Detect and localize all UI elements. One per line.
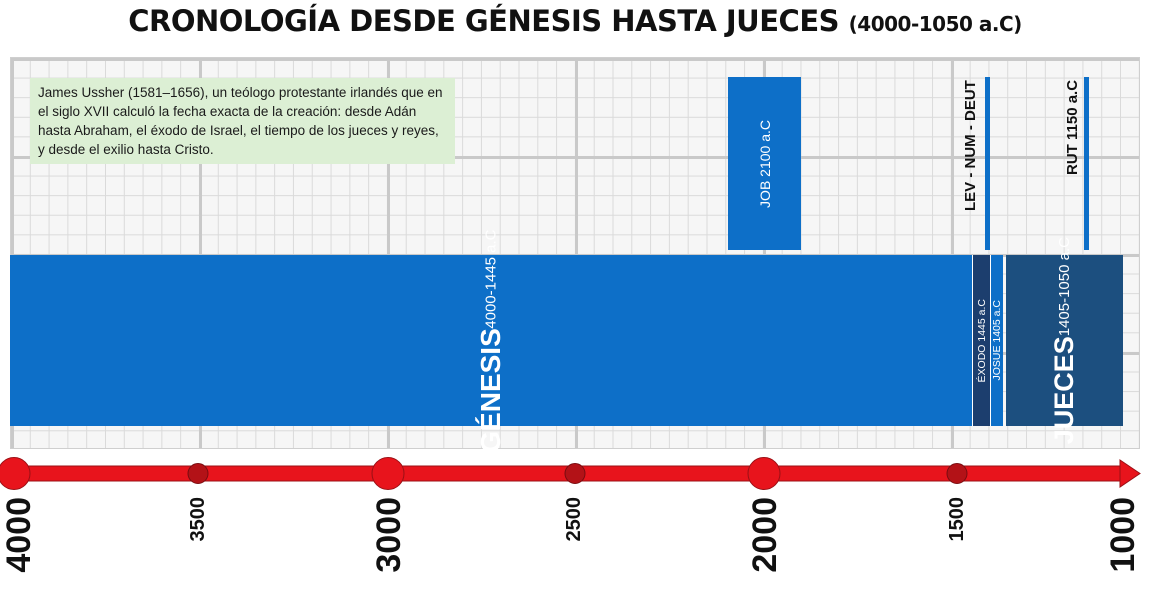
page-title: CRONOLOGÍA DESDE GÉNESIS HASTA JUECES (4…	[0, 4, 1150, 38]
timeline-node-3500	[187, 463, 209, 484]
timeline-axis	[0, 457, 1141, 490]
job-label: JOB 2100 a.C	[756, 119, 773, 208]
tick-1500: 1500	[946, 497, 968, 542]
timeline-node-2500	[564, 463, 586, 484]
jueces-bar: JUECES 1405-1050 a.C	[1006, 237, 1123, 444]
exodo-bar: ÉXODO 1445 a.C	[972, 255, 991, 426]
title-range: (4000-1050 a.C)	[848, 12, 1023, 36]
tick-2000: 2000	[746, 497, 784, 573]
genesis-bar: GÉNESIS 4000-1445 a.C	[10, 229, 972, 452]
rut-label: RUT 1150 a.C	[1064, 80, 1081, 176]
timeline-node-2000	[747, 457, 781, 490]
josue-bar: JOSUE 1405 a.C	[991, 255, 1003, 426]
title-main: CRONOLOGÍA DESDE GÉNESIS HASTA JUECES	[128, 4, 840, 38]
timeline-arrow-head	[1119, 459, 1141, 488]
exodo-label: ÉXODO 1445 a.C	[975, 298, 988, 383]
timeline-node-4000	[0, 457, 31, 490]
ussher-note: James Ussher (1581–1656), un teólogo pro…	[30, 78, 455, 164]
tick-1000: 1000	[1104, 497, 1142, 573]
lev-num-deut-line	[985, 77, 990, 250]
job-bar: JOB 2100 a.C	[728, 77, 801, 250]
rut-line	[1084, 77, 1089, 250]
timeline-node-3000	[371, 457, 405, 490]
genesis-text: GÉNESIS 4000-1445 a.C	[475, 229, 507, 453]
tick-3500: 3500	[187, 497, 209, 542]
jueces-range: 1405-1050 a.C	[1056, 236, 1073, 337]
genesis-name: GÉNESIS	[475, 327, 506, 453]
timeline-node-1500	[946, 463, 968, 484]
genesis-range: 4000-1445 a.C	[482, 228, 500, 328]
tick-4000: 4000	[0, 497, 38, 573]
tick-2500: 2500	[563, 497, 585, 542]
josue-label: JOSUE 1405 a.C	[991, 300, 1003, 381]
lev-num-deut-label: LEV - NUM - DEUT	[962, 80, 979, 211]
tick-3000: 3000	[370, 497, 408, 573]
jueces-text: JUECES 1405-1050 a.C	[1049, 237, 1080, 444]
jueces-name: JUECES	[1049, 336, 1079, 445]
